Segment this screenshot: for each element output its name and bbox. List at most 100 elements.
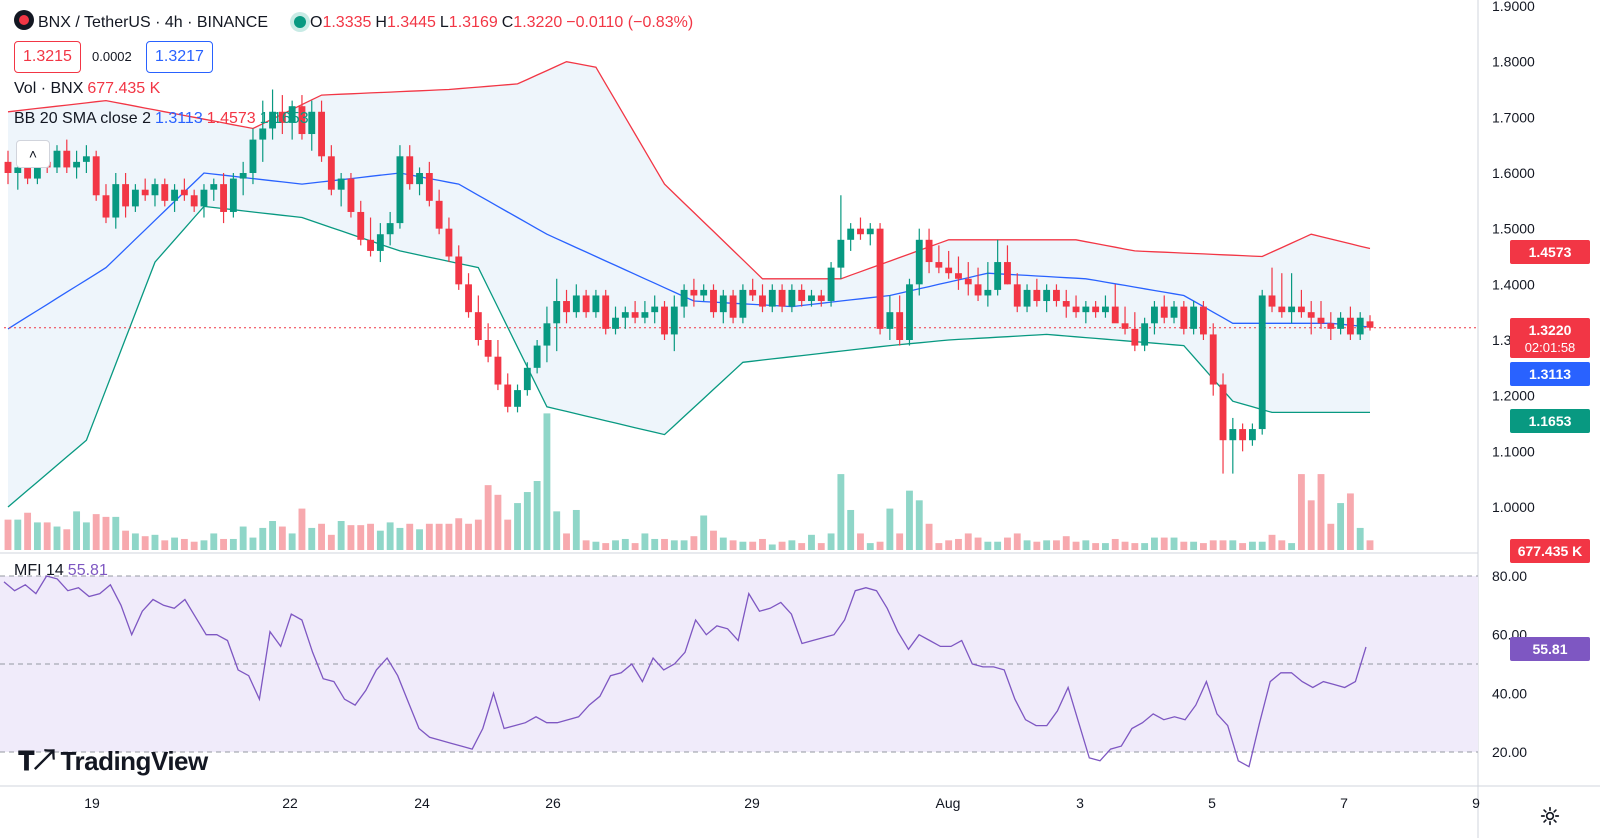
candle bbox=[778, 284, 786, 313]
volume-bar bbox=[582, 540, 590, 550]
volume-bar bbox=[1131, 543, 1139, 550]
candle-body bbox=[1199, 306, 1207, 335]
bb-legend-label: BB 20 SMA close 2 bbox=[14, 110, 151, 127]
axes: 1.90001.80001.70001.60001.50001.40001.30… bbox=[84, 0, 1535, 811]
volume-bar bbox=[700, 515, 708, 550]
buy-price-button[interactable]: 1.3217 bbox=[146, 41, 213, 73]
bb-legend-basis: 1.3113 bbox=[154, 110, 203, 127]
candle bbox=[376, 223, 384, 263]
candle bbox=[1229, 417, 1237, 474]
volume-bar bbox=[1072, 541, 1080, 550]
candle-body bbox=[837, 239, 845, 268]
candle bbox=[700, 284, 708, 302]
candle bbox=[837, 195, 845, 279]
candle bbox=[543, 306, 551, 363]
candle bbox=[131, 184, 139, 212]
volume-bar bbox=[1297, 474, 1305, 550]
gear-icon[interactable] bbox=[1540, 806, 1560, 826]
volume-bar bbox=[1190, 541, 1198, 550]
time-tick-label: 7 bbox=[1340, 795, 1348, 811]
candle-body bbox=[33, 161, 41, 179]
volume-bar bbox=[788, 540, 796, 550]
mfi-tick-label: 20.00 bbox=[1492, 744, 1527, 760]
candle bbox=[553, 278, 561, 352]
volume-bar bbox=[4, 519, 12, 550]
ohlc-close: 1.3220 bbox=[513, 14, 563, 31]
tradingview-logo[interactable]: 𝐓↗ TradingView bbox=[18, 746, 208, 778]
candle-body bbox=[1268, 295, 1276, 307]
volume-bar bbox=[1248, 541, 1256, 550]
sell-price-button[interactable]: 1.3215 bbox=[14, 41, 81, 73]
candle-body bbox=[24, 167, 32, 179]
candle bbox=[1278, 273, 1286, 318]
volume-bar bbox=[1268, 534, 1276, 550]
candle bbox=[572, 284, 580, 318]
volume-bar bbox=[416, 529, 423, 550]
candle bbox=[1033, 278, 1041, 307]
candle-body bbox=[171, 189, 179, 201]
candle-body bbox=[1013, 284, 1021, 307]
volume-value-tag: 677.435 K bbox=[1510, 539, 1590, 563]
volume-bar bbox=[808, 534, 815, 550]
candle-body bbox=[474, 312, 482, 340]
candle bbox=[171, 184, 179, 212]
candle-body bbox=[229, 178, 237, 212]
candle-body bbox=[288, 106, 296, 123]
candle bbox=[288, 100, 296, 140]
candle bbox=[621, 306, 629, 329]
volume-histogram bbox=[4, 413, 1374, 550]
volume-bar bbox=[847, 509, 855, 550]
candle bbox=[1239, 423, 1247, 452]
candle bbox=[670, 295, 678, 352]
collapse-legend-button[interactable]: ˄ bbox=[16, 140, 50, 168]
candle bbox=[1199, 301, 1207, 340]
candle bbox=[465, 273, 472, 318]
bollinger-bands bbox=[4, 61, 1478, 508]
symbol-title[interactable]: BNX / TetherUS · 4h · BINANCE bbox=[38, 14, 268, 31]
volume-bar bbox=[768, 544, 776, 550]
candle bbox=[915, 228, 923, 296]
candle-body bbox=[778, 289, 786, 307]
candle-body bbox=[1062, 301, 1070, 307]
candle-body bbox=[455, 256, 463, 285]
candle-body bbox=[406, 156, 414, 185]
candle-body bbox=[1082, 306, 1090, 313]
candle bbox=[935, 245, 943, 274]
candle bbox=[1219, 373, 1227, 474]
bb-legend[interactable]: BB 20 SMA close 2 1.3113 1.4573 1.1653 bbox=[14, 110, 313, 128]
candle-body bbox=[278, 111, 286, 123]
spread-value: 0.0002 bbox=[92, 49, 132, 64]
candle-body bbox=[82, 156, 90, 162]
volume-bar bbox=[33, 522, 41, 550]
candle-body bbox=[131, 189, 139, 207]
candle-body bbox=[1307, 312, 1315, 318]
volume-bar bbox=[1023, 540, 1031, 550]
candle-body bbox=[269, 111, 276, 129]
chevron-up-icon: ˄ bbox=[28, 146, 38, 162]
last-price-tag: 1.3220 02:01:58 bbox=[1510, 318, 1590, 358]
candle bbox=[759, 284, 766, 313]
candle-body bbox=[719, 295, 727, 313]
candle bbox=[308, 100, 316, 151]
candle bbox=[788, 284, 796, 313]
candle-body bbox=[680, 289, 688, 307]
candle-body bbox=[612, 317, 619, 329]
candle-body bbox=[1180, 306, 1188, 329]
mfi-legend[interactable]: MFI 14 55.81 bbox=[14, 562, 112, 580]
candle bbox=[876, 223, 884, 335]
mfi-legend-label: MFI 14 bbox=[14, 562, 64, 579]
time-tick-label: 22 bbox=[282, 795, 298, 811]
candle-body bbox=[1248, 429, 1256, 441]
candle bbox=[1288, 273, 1296, 324]
candle bbox=[974, 267, 982, 302]
volume-legend[interactable]: Vol · BNX 677.435 K bbox=[14, 80, 164, 98]
candle bbox=[1268, 267, 1276, 313]
volume-bar bbox=[73, 511, 81, 550]
candle-body bbox=[553, 301, 561, 324]
candle bbox=[141, 178, 149, 201]
candle bbox=[749, 278, 757, 302]
volume-bar bbox=[63, 529, 71, 550]
candle-body bbox=[1239, 429, 1247, 441]
candle bbox=[1092, 301, 1100, 318]
